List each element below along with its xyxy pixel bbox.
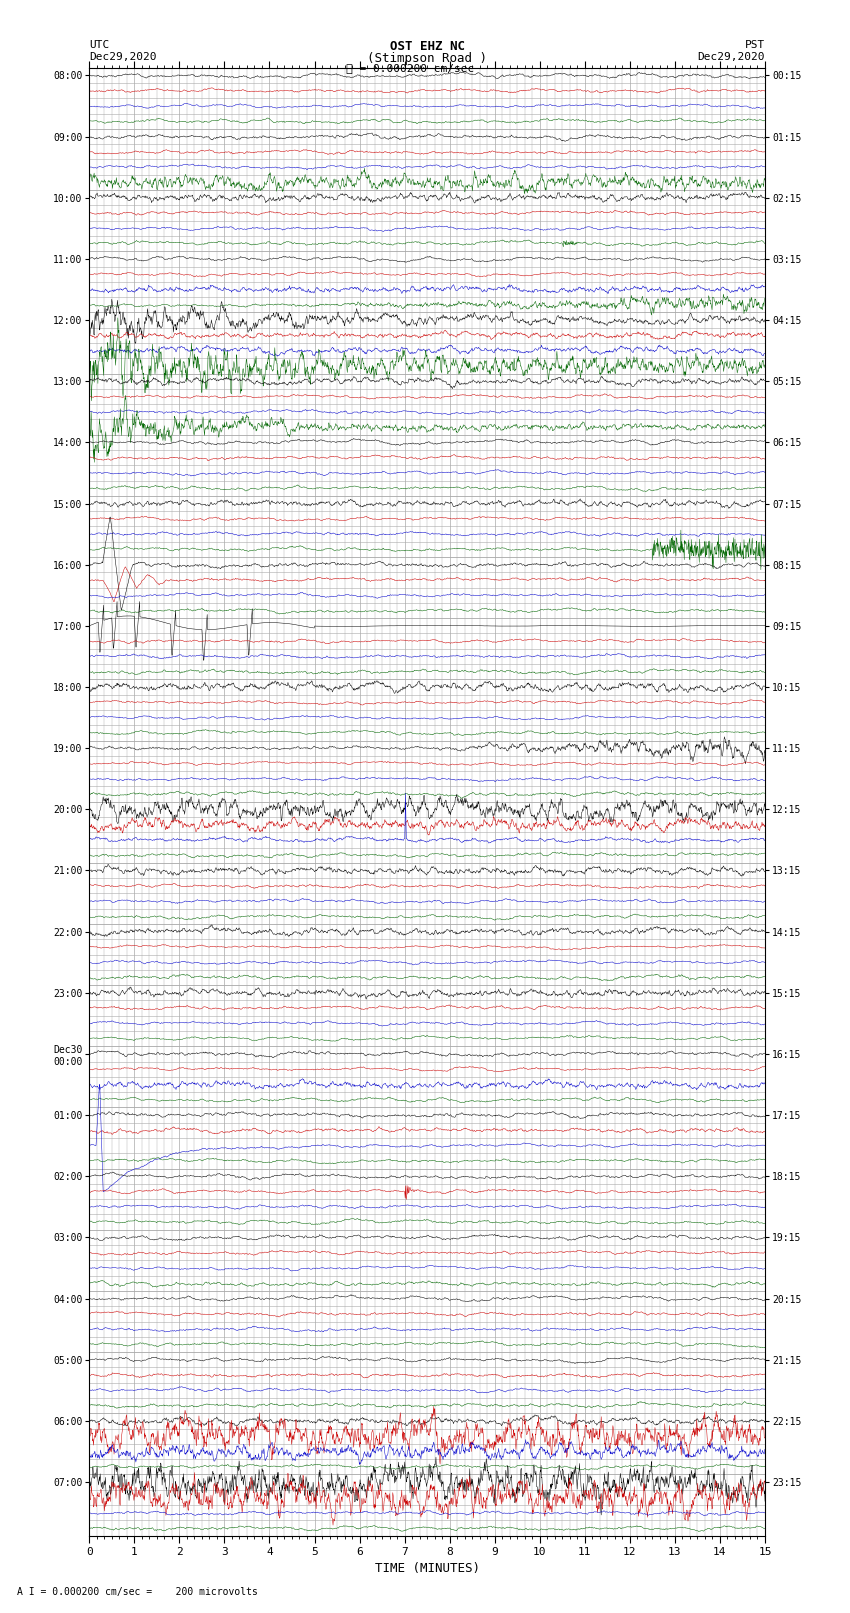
Text: UTC: UTC — [89, 40, 110, 50]
Text: PST: PST — [745, 40, 765, 50]
X-axis label: TIME (MINUTES): TIME (MINUTES) — [375, 1561, 479, 1574]
Text: Dec29,2020: Dec29,2020 — [698, 52, 765, 61]
Text: (Stimpson Road ): (Stimpson Road ) — [367, 52, 487, 65]
Text: ⎳ = 0.000200 cm/sec: ⎳ = 0.000200 cm/sec — [346, 63, 474, 73]
Text: OST EHZ NC: OST EHZ NC — [389, 40, 465, 53]
Text: Dec29,2020: Dec29,2020 — [89, 52, 156, 61]
Text: A I = 0.000200 cm/sec =    200 microvolts: A I = 0.000200 cm/sec = 200 microvolts — [17, 1587, 258, 1597]
